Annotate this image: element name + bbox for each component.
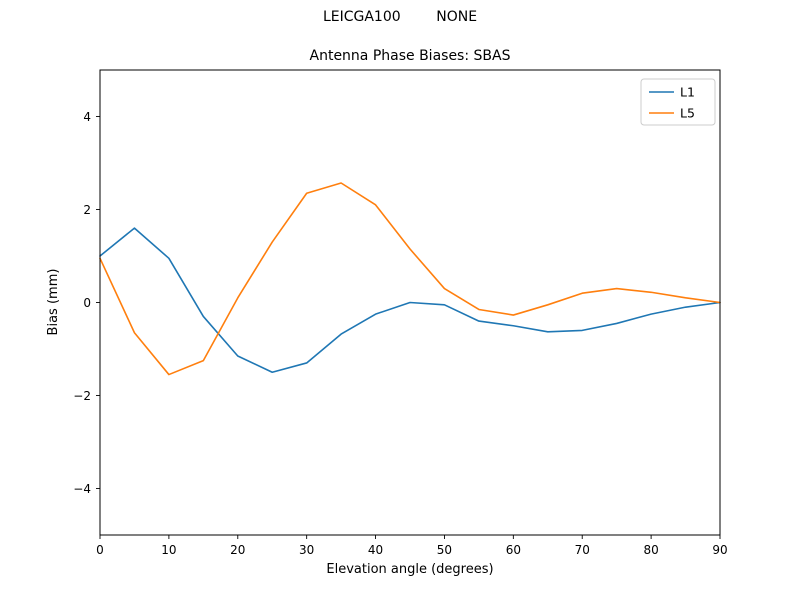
x-tick-label: 40 [368,543,383,557]
x-tick-label: 80 [643,543,658,557]
y-tick-label: −2 [73,389,91,403]
y-tick-label: 0 [83,296,91,310]
axes-frame [99,69,721,536]
legend-label-L1: L1 [680,85,695,100]
y-tick-label: −4 [73,482,91,496]
series-line-L1 [99,227,721,374]
x-tick-label: 90 [712,543,727,557]
x-tick-label: 30 [299,543,314,557]
chart-title: Antenna Phase Biases: SBAS [309,48,511,64]
x-tick-label: 60 [506,543,521,557]
legend-label-L5: L5 [680,106,695,121]
series-line-L5 [99,182,721,376]
x-axis-label: Elevation angle (degrees) [326,562,493,577]
y-axis-label: Bias (mm) [46,269,61,336]
x-tick-label: 50 [437,543,452,557]
x-tick-label: 70 [575,543,590,557]
figure-suptitle: LEICGA100 NONE [322,9,478,25]
x-tick-label: 10 [161,543,176,557]
x-tick-label: 20 [230,543,245,557]
y-tick-label: 4 [83,110,91,124]
legend-box [640,78,716,126]
x-tick-label: 0 [96,543,104,557]
y-tick-label: 2 [83,203,91,217]
